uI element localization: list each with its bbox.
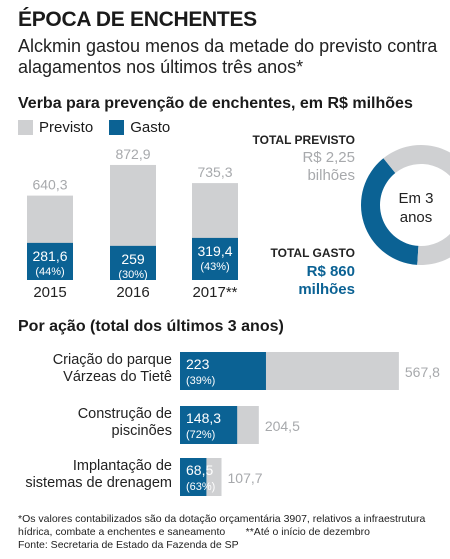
legend-swatch-previsto	[18, 120, 33, 135]
hpct-gasto-1: (72%)	[186, 429, 215, 441]
donut-slice-previsto	[383, 145, 450, 265]
donut-slice-gasto	[361, 158, 419, 265]
total-gasto-label: TOTAL GASTO	[271, 246, 355, 260]
page-title: ÉPOCA DE ENCHENTES	[18, 8, 257, 31]
footnote-1: *Os valores contabilizados são da dotaçã…	[18, 513, 426, 525]
chart-canvas: 640,3 281,6 (44%) 2015 872,9 259 (30%) 2016 735,…	[27, 133, 450, 496]
label-gasto-2: 319,4	[197, 243, 232, 259]
page-subtitle: Alckmin gastou menos da metade do previs…	[18, 36, 438, 77]
legend: Previsto Gasto	[18, 119, 170, 136]
hpct-gasto-2: (63%)	[186, 481, 215, 493]
hlabel-gasto-2: 68,5	[186, 462, 213, 478]
hbar-gasto-0	[180, 352, 266, 390]
donut-center-label-2: anos	[400, 209, 433, 226]
bar-gasto-1	[110, 245, 156, 280]
hpct-gasto-0: (39%)	[186, 375, 215, 387]
label-gasto-1: 259	[121, 251, 145, 267]
pct-gasto-1: (30%)	[118, 269, 147, 281]
legend-swatch-gasto	[109, 120, 125, 135]
legend-label-previsto: Previsto	[39, 119, 94, 136]
hlabel-gasto-0: 223	[186, 356, 210, 372]
category-2: 2017**	[192, 284, 237, 301]
footnote-2: hídrica, combate a enchentes e saneament…	[18, 526, 370, 538]
hlabel-previsto-2: 107,7	[228, 470, 263, 486]
label-previsto-0: 640,3	[32, 177, 67, 193]
donut-center-label-1: Em 3	[398, 190, 433, 207]
category-label-piscinoes: Construção de piscinões	[77, 406, 172, 439]
footnotes: *Os valores contabilizados são da dotaçã…	[18, 513, 448, 552]
category-1: 2016	[116, 284, 149, 301]
total-gasto-value: R$ 860	[307, 263, 355, 280]
pct-gasto-2: (43%)	[200, 261, 229, 273]
footnote-source: Fonte: Secretaria de Estado da Fazenda d…	[18, 539, 239, 551]
hlabel-previsto-1: 204,5	[265, 418, 300, 434]
total-previsto-unit: bilhões	[307, 167, 355, 184]
horizontal-chart-title: Por ação (total dos últimos 3 anos)	[18, 318, 284, 335]
label-previsto-1: 872,9	[115, 146, 150, 162]
category-label-drenagem: Implantação de sistemas de drenagem	[25, 458, 172, 491]
label-gasto-0: 281,6	[32, 248, 67, 264]
label-previsto-2: 735,3	[197, 164, 232, 180]
bar-gasto-0	[27, 242, 73, 280]
hlabel-previsto-0: 567,8	[405, 364, 440, 380]
total-previsto-value: R$ 2,25	[302, 149, 355, 166]
legend-label-gasto: Gasto	[130, 119, 171, 136]
pct-gasto-0: (44%)	[35, 266, 64, 278]
category-0: 2015	[33, 284, 66, 301]
vertical-chart-title: Verba para prevenção de enchentes, em R$…	[18, 95, 413, 112]
hbar-gasto-1	[180, 406, 238, 444]
bar-gasto-2	[192, 237, 238, 280]
hlabel-gasto-1: 148,3	[186, 410, 221, 426]
hbar-gasto-2	[180, 458, 207, 496]
total-previsto-label: TOTAL PREVISTO	[253, 133, 355, 147]
category-label-parque: Criação do parque Várzeas do Tietê	[52, 352, 172, 385]
total-gasto-unit: milhões	[298, 281, 355, 298]
